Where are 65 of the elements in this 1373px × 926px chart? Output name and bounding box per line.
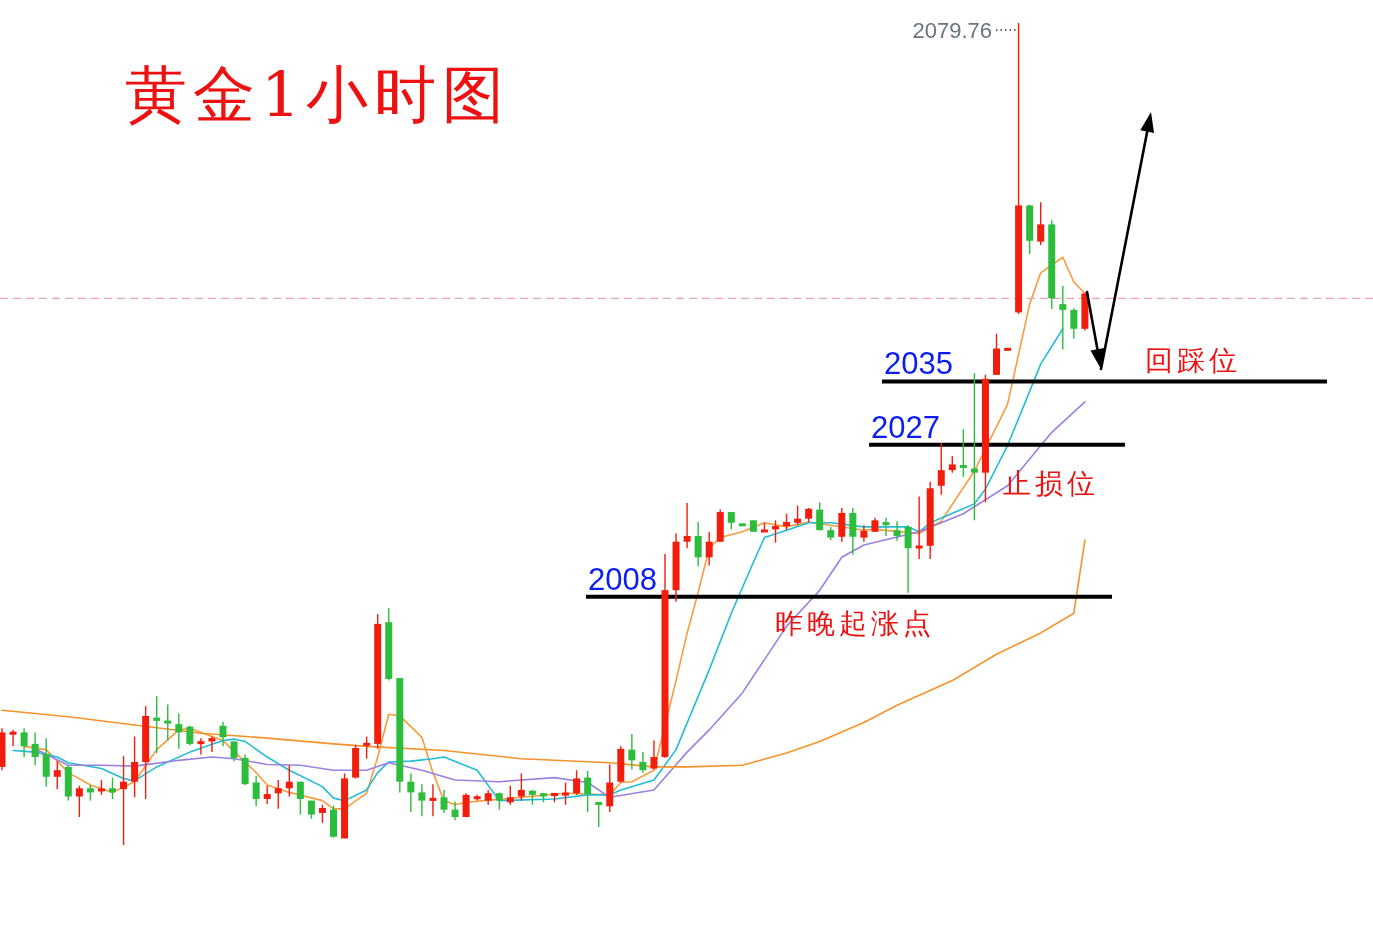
candlestick [186,725,194,747]
candlestick [75,785,83,818]
candlestick [772,519,779,544]
candlestick [20,727,28,758]
candlestick [794,504,802,526]
annotation: 2035 [884,346,953,382]
candlestick [153,695,161,754]
candlestick [263,785,271,805]
candlestick [274,779,282,810]
candlestick [694,521,702,568]
candlestick [131,735,139,799]
candlestick [639,751,647,774]
candlestick [230,740,238,762]
candlestick [849,507,857,556]
candlestick [816,501,824,531]
candlestick [31,731,39,766]
candlestick [838,507,846,543]
candlestick [882,517,890,537]
candlestick [595,801,603,828]
annotation: 止损位 [1003,466,1099,500]
annotation: 昨晚起涨点 [775,606,935,640]
candlestick [683,502,691,549]
candlestick [285,764,293,798]
candlestick [175,712,183,750]
candlestick [296,781,304,816]
candlestick [120,755,128,846]
candlestick [109,776,116,800]
candlestick [1070,307,1078,340]
candlestick [451,800,459,822]
candlestick [429,783,437,817]
candlestick [42,737,50,788]
candlestick [915,495,923,560]
candlestick [606,763,614,813]
candlestick [197,737,205,756]
candlestick [363,735,371,760]
text: 黄金1小时图 [125,58,511,131]
annotation: 回踩位 [1145,344,1241,378]
candlestick [9,729,17,748]
candlestick [53,760,61,790]
candlestick [208,735,216,753]
candlestick [407,772,415,813]
candlestick [164,703,172,742]
candlestick [219,721,227,748]
candlestick [904,524,912,594]
candlestick [650,739,658,771]
candlestick [705,531,713,567]
candlestick [506,785,514,806]
candlestick [252,775,260,808]
candlestick [584,770,592,813]
candlestick [418,783,426,817]
annotation: 2027 [871,409,940,445]
annotation: 2008 [588,561,657,597]
candlestick [573,769,581,796]
candlestick [1059,285,1067,351]
candlestick [318,804,326,824]
candlestick [517,772,525,802]
candlestick [1037,201,1045,246]
candlestick [893,520,901,542]
candlestick [440,789,448,814]
candlestick [970,372,978,522]
candlestick [959,428,967,478]
candlestick [562,781,570,806]
candlestick [628,733,636,771]
annotation: 2079.76 [912,18,992,43]
candlestick [937,442,945,496]
